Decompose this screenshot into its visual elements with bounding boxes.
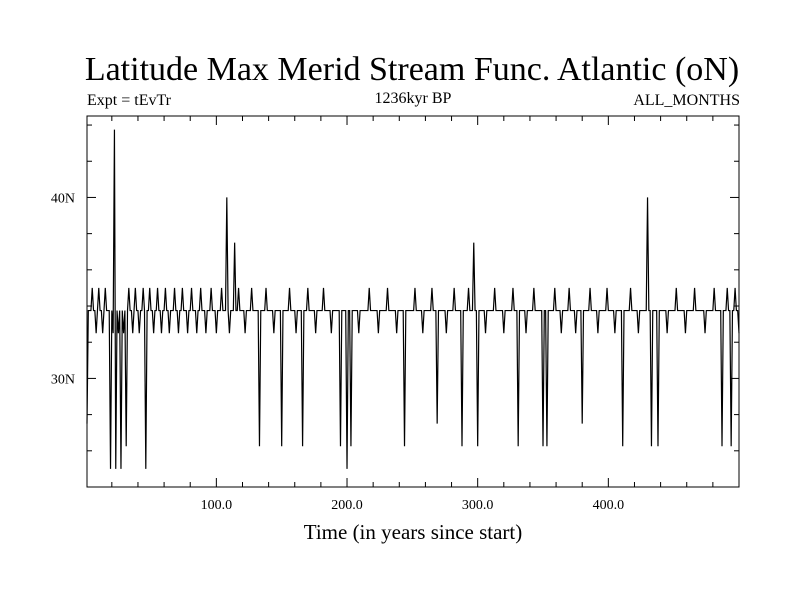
period-label: 1236kyr BP [375, 90, 452, 107]
series-layer [86, 129, 740, 469]
x-axis: 100.0 200.0 300.0 400.0 [111, 116, 714, 513]
y-axis: 30N 40N [51, 124, 739, 452]
months-label: ALL_MONTHS [633, 92, 740, 109]
y-tick-label: 40N [51, 191, 75, 206]
experiment-label: Expt = tEvTr [87, 92, 172, 109]
chart-title: Latitude Max Merid Stream Func. Atlantic… [85, 51, 739, 88]
x-tick-label: 300.0 [462, 498, 494, 513]
x-tick-label: 400.0 [593, 498, 625, 513]
series-line [86, 129, 740, 469]
y-tick-label: 30N [51, 372, 75, 387]
plot-frame [86, 115, 740, 488]
x-tick-label: 200.0 [331, 498, 363, 513]
x-tick-label: 100.0 [201, 498, 233, 513]
x-axis-label: Time (in years since start) [304, 520, 523, 544]
